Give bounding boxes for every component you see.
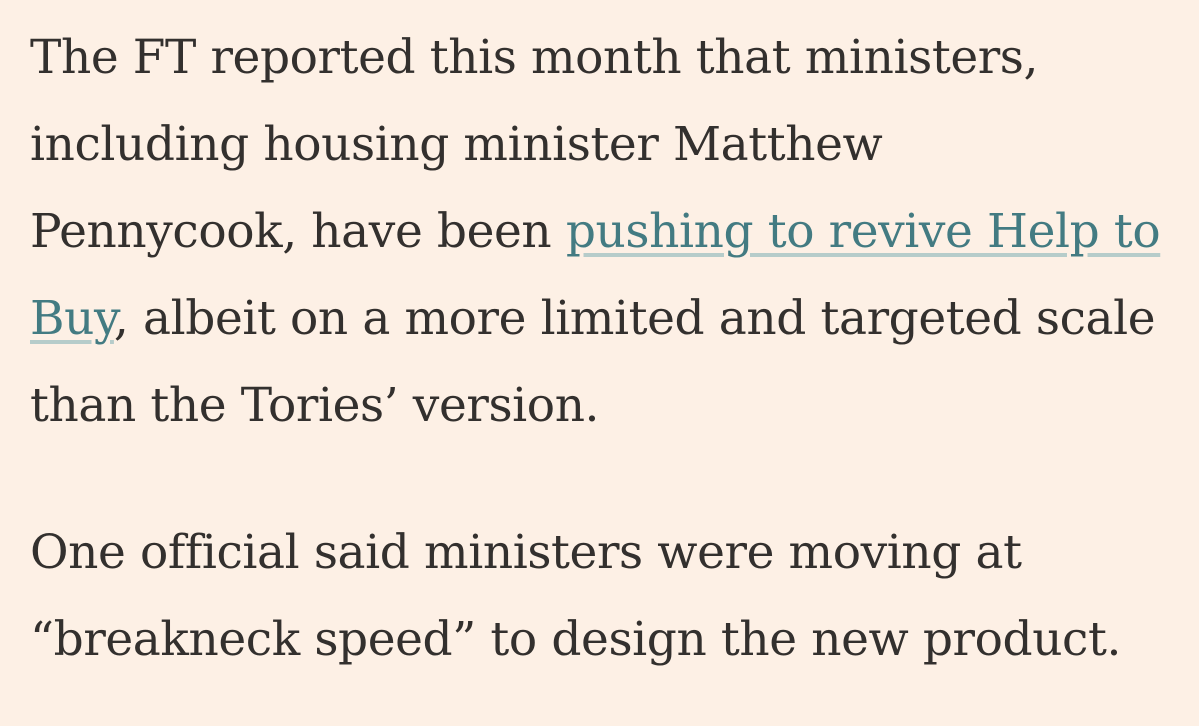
paragraph-1-line-4: Buy, albeit on a more limited and target… — [30, 275, 1180, 362]
paragraph-2-line-1: One official said ministers were moving … — [30, 525, 1022, 580]
paragraph-1-line-3-text: Pennycook, have been — [30, 204, 566, 259]
article-body: The FT reported this month that minister… — [30, 14, 1180, 683]
paragraph-1-line-1: The FT reported this month that minister… — [30, 30, 1039, 85]
help-to-buy-link-part-1[interactable]: pushing to revive Help to — [565, 204, 1161, 259]
paragraph-2-line-2: “breakneck speed” to design the new prod… — [30, 612, 1122, 667]
paragraph-1-line-5: than the Tories’ version. — [30, 378, 600, 433]
paragraph-1-line-3: Pennycook, have been pushing to revive H… — [30, 188, 1180, 275]
paragraph-1-line-2: including housing minister Matthew — [30, 117, 883, 172]
paragraph-1-line-4-text: , albeit on a more limited and targeted … — [113, 291, 1156, 346]
paragraph-2: One official said ministers were moving … — [30, 509, 1180, 683]
paragraph-1: The FT reported this month that minister… — [30, 14, 1180, 449]
help-to-buy-link-part-2[interactable]: Buy — [30, 291, 114, 346]
